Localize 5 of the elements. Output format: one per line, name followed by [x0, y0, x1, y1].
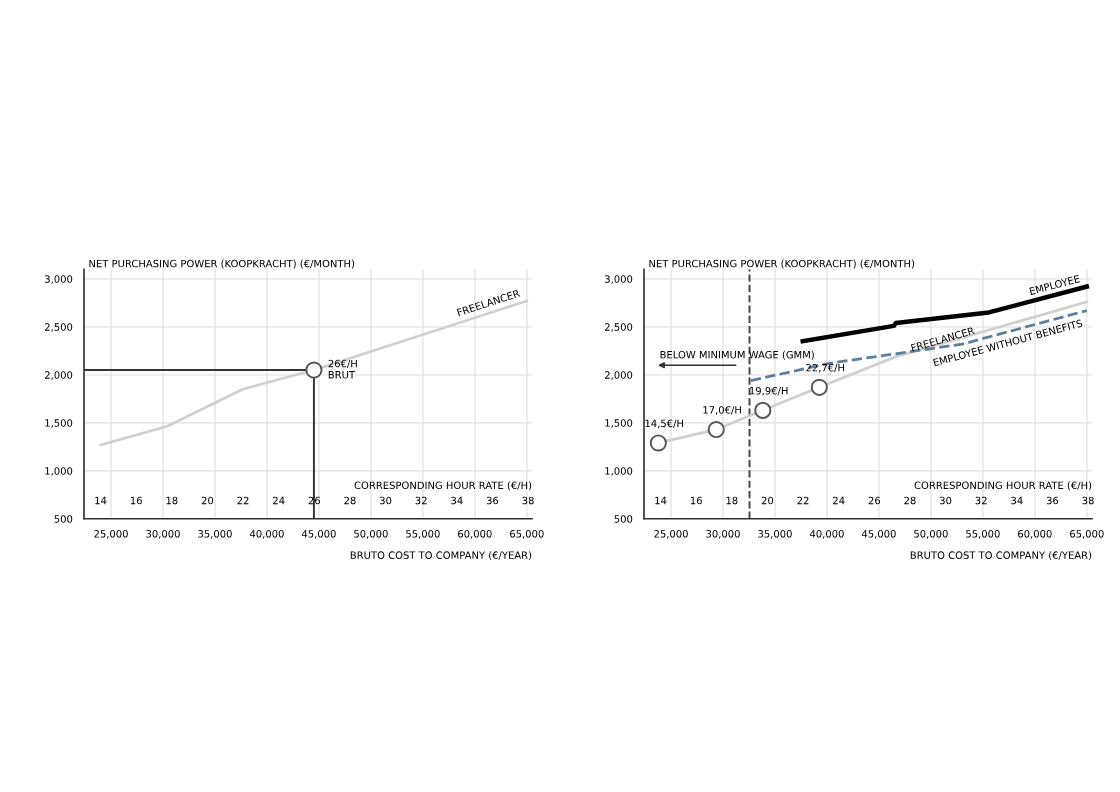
line-series [749, 309, 1089, 382]
point [810, 378, 828, 396]
point [707, 420, 725, 439]
point [649, 434, 667, 452]
point [754, 401, 772, 419]
